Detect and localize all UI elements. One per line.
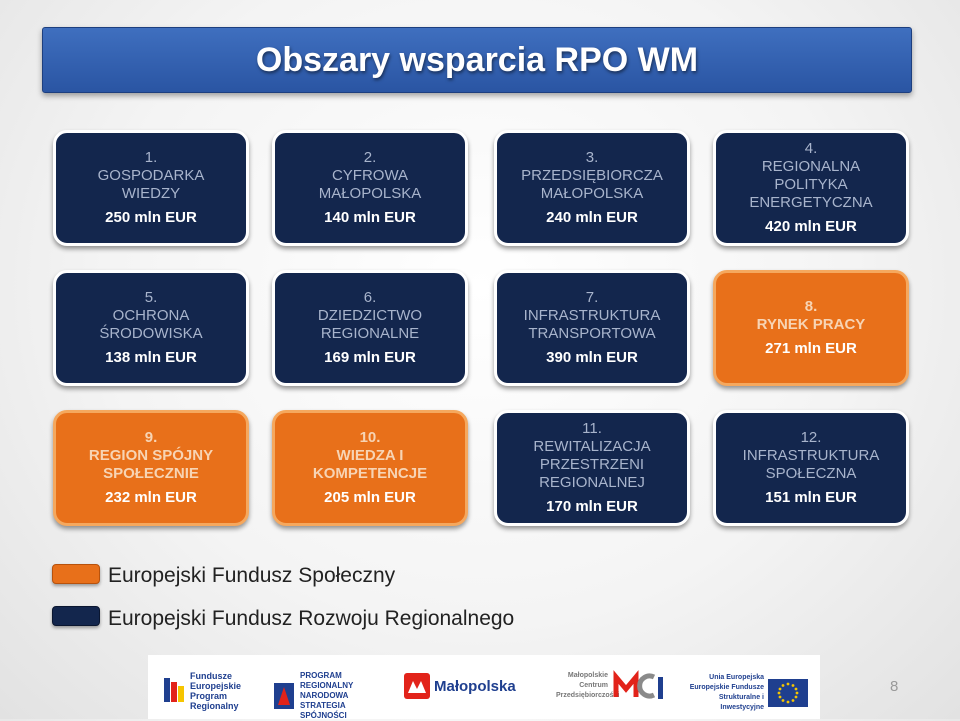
- page-number: 8: [890, 678, 899, 695]
- tile-number: 7.: [585, 289, 599, 306]
- tile-number: 10.: [359, 429, 381, 446]
- tile-6[interactable]: 6. DZIEDZICTWO REGIONALNE 169 mln EUR: [272, 270, 468, 386]
- logo3-text: Małopolska: [434, 677, 516, 695]
- tile-amount: 232 mln EUR: [105, 489, 197, 506]
- tile-number: 12.: [800, 429, 822, 446]
- tile-amount: 151 mln EUR: [765, 489, 857, 506]
- legend-swatch-efs: [52, 564, 100, 584]
- tile-number: 1.: [144, 149, 158, 166]
- tile-amount: 205 mln EUR: [324, 489, 416, 506]
- malopolska-icon: [404, 673, 430, 699]
- tile-number: 6.: [363, 289, 377, 306]
- tile-number: 2.: [363, 149, 377, 166]
- legend-swatch-efrr: [52, 606, 100, 626]
- page-title: Obszary wsparcia RPO WM: [255, 40, 699, 79]
- tile-amount: 250 mln EUR: [105, 209, 197, 226]
- tile-8[interactable]: 8. RYNEK PRACY 271 mln EUR: [713, 270, 909, 386]
- tile-number: 9.: [144, 429, 158, 446]
- tile-name: GOSPODARKA WIEDZY: [97, 167, 205, 202]
- tile-3[interactable]: 3. PRZEDSIĘBIORCZA MAŁOPOLSKA 240 mln EU…: [494, 130, 690, 246]
- tile-amount: 140 mln EUR: [324, 209, 416, 226]
- logo-malopolska: Małopolska: [404, 673, 516, 699]
- legend-label-efs: Europejski Fundusz Społeczny: [108, 564, 396, 587]
- tile-7[interactable]: 7. INFRASTRUKTURA TRANSPORTOWA 390 mln E…: [494, 270, 690, 386]
- footer-logo-bar: Fundusze Europejskie Program Regionalny …: [148, 655, 820, 721]
- tile-5[interactable]: 5. OCHRONA ŚRODOWISKA 138 mln EUR: [53, 270, 249, 386]
- mcp-icon: [613, 670, 663, 699]
- logo-fundusze-europejskie: Fundusze Europejskie Program Regionalny: [164, 671, 246, 711]
- tile-10[interactable]: 10. WIEDZA I KOMPETENCJE 205 mln EUR: [272, 410, 468, 526]
- tile-name: WIEDZA I KOMPETENCJE: [312, 447, 428, 482]
- tile-amount: 170 mln EUR: [546, 498, 638, 515]
- tile-2[interactable]: 2. CYFROWA MAŁOPOLSKA 140 mln EUR: [272, 130, 468, 246]
- tile-name: INFRASTRUKTURA SPOŁECZNA: [742, 447, 880, 482]
- tile-amount: 169 mln EUR: [324, 349, 416, 366]
- tile-amount: 138 mln EUR: [105, 349, 197, 366]
- tile-amount: 240 mln EUR: [546, 209, 638, 226]
- tile-name: PRZEDSIĘBIORCZA MAŁOPOLSKA: [521, 167, 663, 202]
- tile-12[interactable]: 12. INFRASTRUKTURA SPOŁECZNA 151 mln EUR: [713, 410, 909, 526]
- tile-number: 8.: [804, 298, 818, 315]
- tile-number: 5.: [144, 289, 158, 306]
- tile-name: REGIONALNA POLITYKA ENERGETYCZNA: [749, 158, 873, 211]
- legend-label-efrr: Europejski Fundusz Rozwoju Regionalnego: [108, 607, 515, 630]
- pr-icon: [274, 683, 294, 709]
- tile-name: INFRASTRUKTURA TRANSPORTOWA: [523, 307, 661, 342]
- tile-9[interactable]: 9. REGION SPÓJNY SPOŁECZNIE 232 mln EUR: [53, 410, 249, 526]
- eu-flag-icon: [768, 679, 808, 707]
- tile-4[interactable]: 4. REGIONALNA POLITYKA ENERGETYCZNA 420 …: [713, 130, 909, 246]
- tile-amount: 390 mln EUR: [546, 349, 638, 366]
- fe-icon: [164, 678, 184, 702]
- logo2-text: PROGRAM REGIONALNY NARODOWA STRATEGIA SP…: [300, 671, 354, 720]
- tile-amount: 420 mln EUR: [765, 218, 857, 235]
- tile-name: CYFROWA MAŁOPOLSKA: [318, 167, 422, 202]
- logo-unia-europejska: Unia Europejska Europejskie Fundusze Str…: [678, 673, 808, 713]
- logo5-text: Unia Europejska Europejskie Fundusze Str…: [689, 674, 764, 711]
- tile-11[interactable]: 11. REWITALIZACJA PRZESTRZENI REGIONALNE…: [494, 410, 690, 526]
- tile-amount: 271 mln EUR: [765, 340, 857, 357]
- logo-mcp: Małopolskie Centrum Przedsiębiorczości: [556, 669, 668, 703]
- title-banner: Obszary wsparcia RPO WM: [42, 27, 912, 93]
- tile-1[interactable]: 1. GOSPODARKA WIEDZY 250 mln EUR: [53, 130, 249, 246]
- tile-name: RYNEK PRACY: [756, 316, 866, 333]
- tile-name: DZIEDZICTWO REGIONALNE: [317, 307, 423, 342]
- tile-number: 3.: [585, 149, 599, 166]
- tile-number: 11.: [582, 420, 602, 437]
- tile-name: OCHRONA ŚRODOWISKA: [99, 307, 203, 342]
- tile-number: 4.: [804, 140, 818, 157]
- tile-name: REGION SPÓJNY SPOŁECZNIE: [88, 447, 214, 482]
- logo1-text: Fundusze Europejskie Program Regionalny: [190, 671, 242, 711]
- logo-program-regionalny: PROGRAM REGIONALNY NARODOWA STRATEGIA SP…: [274, 671, 378, 721]
- logo4-text: Małopolskie Centrum Przedsiębiorczości: [556, 672, 620, 699]
- tile-name: REWITALIZACJA PRZESTRZENI REGIONALNEJ: [533, 438, 651, 491]
